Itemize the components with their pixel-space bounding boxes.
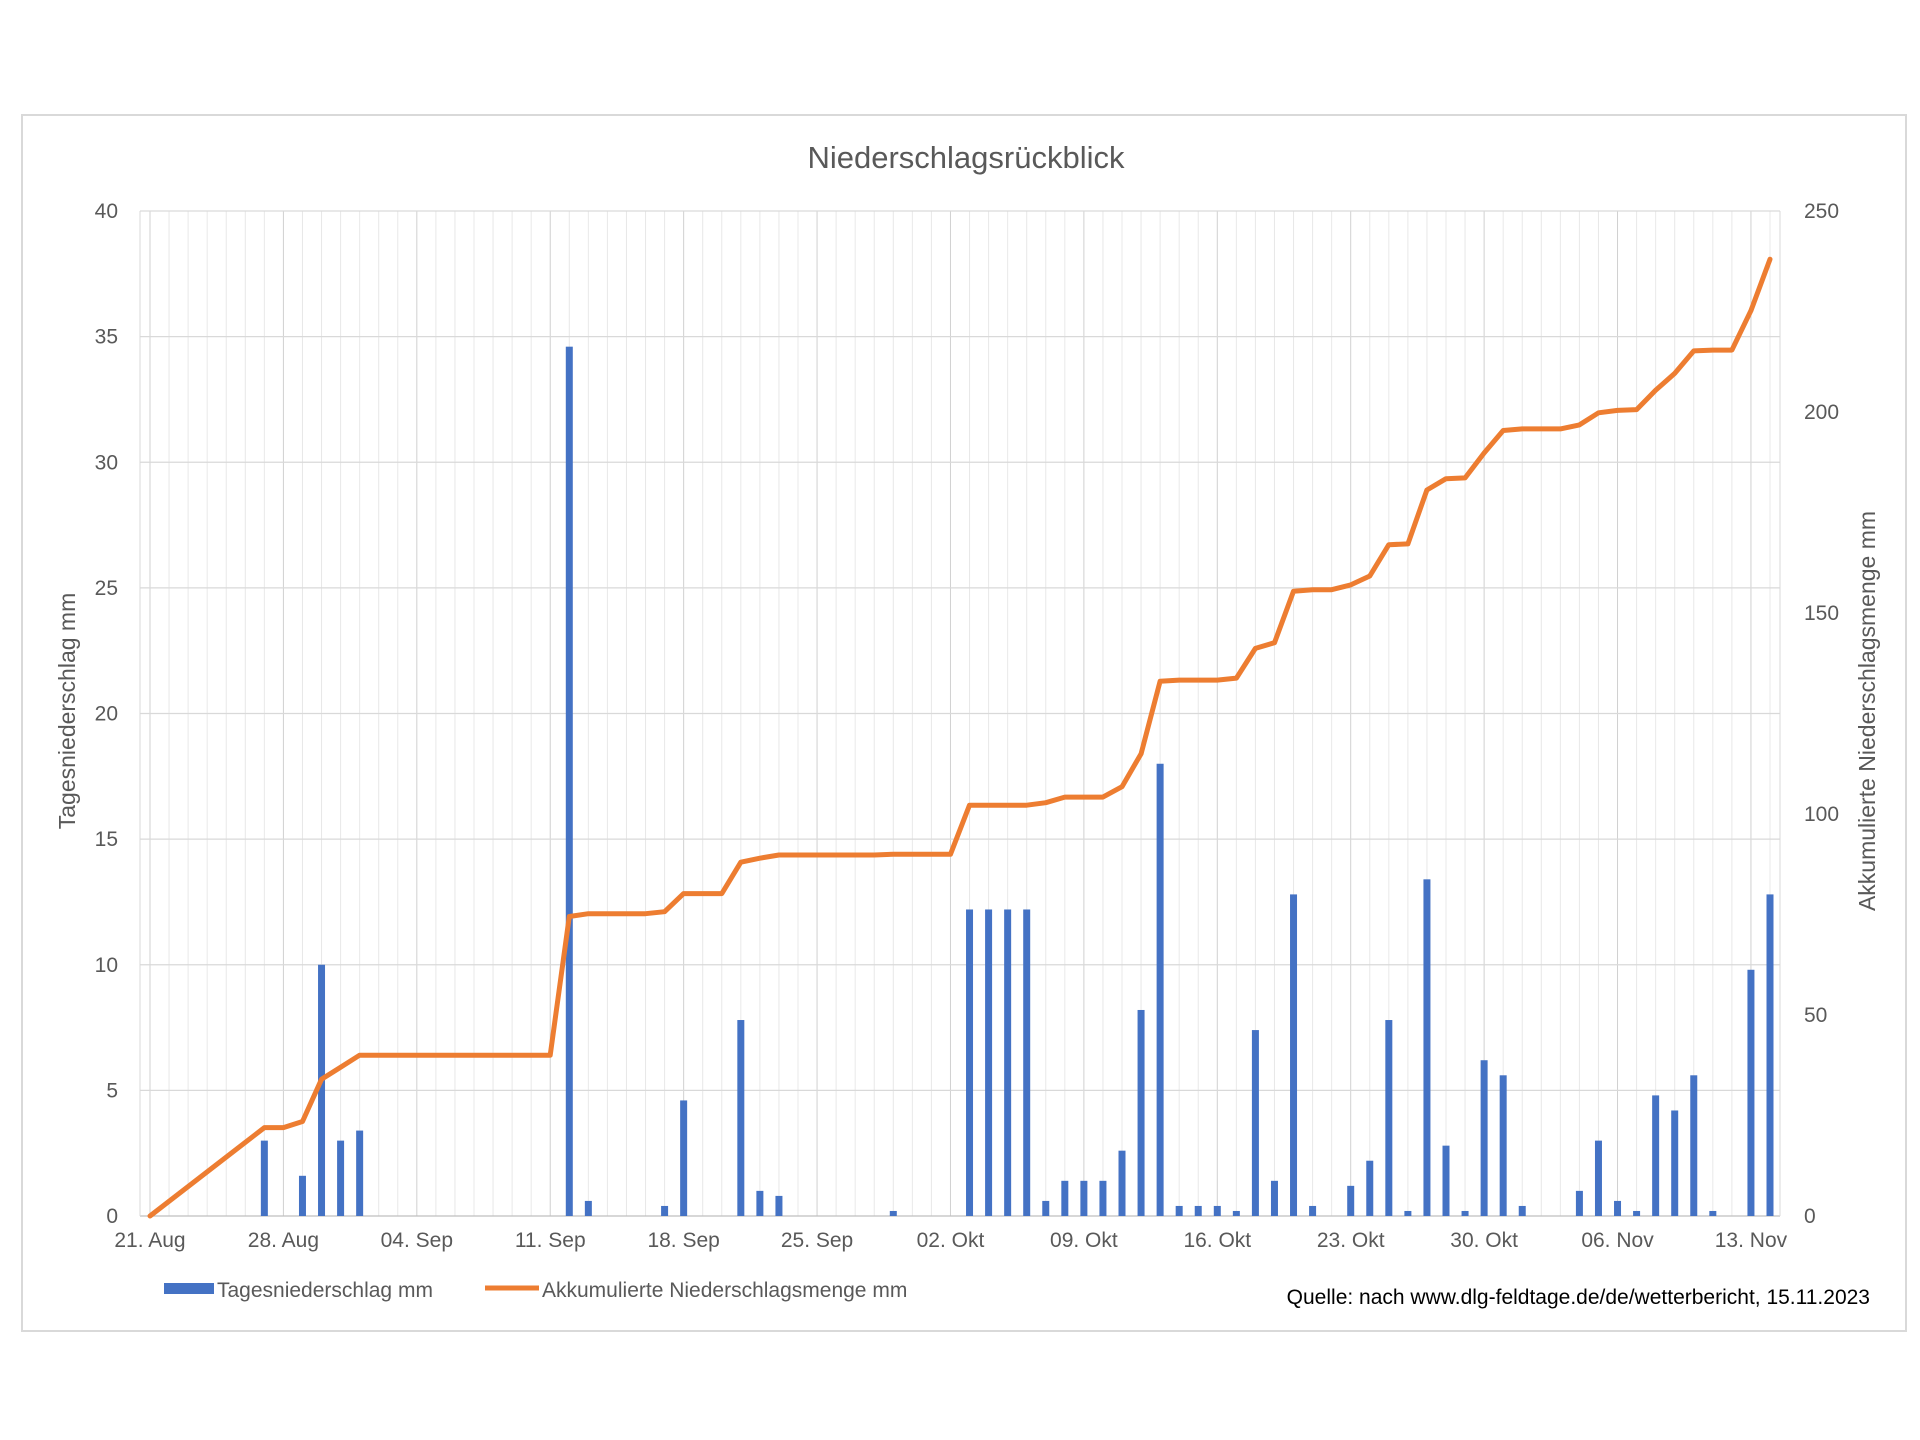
y-tick-label: 15 (95, 828, 118, 851)
bar-series (260, 346, 1774, 1216)
precip-bar (356, 1130, 364, 1216)
y2-tick-label: 50 (1804, 1004, 1827, 1027)
precip-bar (1023, 909, 1031, 1216)
precip-bar (1690, 1075, 1698, 1216)
y2-tick-label: 150 (1804, 602, 1839, 625)
precip-bar (565, 346, 573, 1216)
precip-bar (584, 1200, 592, 1216)
x-tick-label: 21. Aug (114, 1229, 185, 1252)
y-tick-label: 35 (95, 326, 118, 349)
precip-bar (985, 909, 993, 1216)
precip-bar (318, 964, 326, 1216)
chart-svg: 0 5 10 15 20 25 30 35 40 0 50 100 150 200 250 21. Aug 28… (54, 140, 1880, 1309)
x-tick-label: 11. Sep (515, 1229, 586, 1252)
y-tick-label: 20 (95, 703, 118, 726)
precip-bar (680, 1100, 688, 1216)
precip-bar (1594, 1140, 1602, 1216)
chart-title: Niederschlagsrückblick (807, 140, 1125, 175)
precip-bar (1461, 1210, 1469, 1216)
precip-bar (1251, 1030, 1259, 1216)
precip-bar (1518, 1205, 1526, 1216)
x-tick-label: 04. Sep (381, 1229, 453, 1252)
x-tick-label: 09. Okt (1050, 1229, 1118, 1252)
grid (139, 210, 1781, 1217)
y2-tick-label: 250 (1804, 200, 1839, 223)
y-tick-label: 40 (95, 200, 118, 223)
y2-tick-label: 0 (1804, 1205, 1816, 1228)
precip-bar (889, 1210, 897, 1216)
precip-bar (1137, 1009, 1145, 1216)
y-tick-label: 0 (106, 1205, 118, 1228)
y2-axis-title: Akkumulierte Niederschlagsmenge mm (1854, 511, 1880, 911)
precip-bar (966, 909, 974, 1216)
precip-bar (737, 1020, 745, 1216)
precip-bar (1423, 879, 1431, 1216)
precip-bar (1004, 909, 1012, 1216)
precip-bar (1175, 1205, 1183, 1216)
precip-bar (1766, 894, 1774, 1216)
y-tick-label: 10 (95, 954, 118, 977)
precip-bar (298, 1175, 306, 1216)
precip-bar (1042, 1200, 1050, 1216)
precip-bar (661, 1205, 669, 1216)
precip-bar (1747, 969, 1755, 1216)
chart-frame: 0 5 10 15 20 25 30 35 40 0 50 100 150 200 250 21. Aug 28… (21, 114, 1907, 1332)
legend-label-line: Akkumulierte Niederschlagsmenge mm (542, 1279, 907, 1302)
x-tick-label: 16. Okt (1183, 1229, 1251, 1252)
precip-bar (1404, 1210, 1412, 1216)
cumulative-line (147, 256, 1773, 1219)
precip-bar (1652, 1095, 1660, 1216)
y-tick-label: 5 (106, 1079, 118, 1102)
precip-bar (1347, 1185, 1355, 1216)
axes: 0 5 10 15 20 25 30 35 40 0 50 100 150 200 250 21. Aug 28… (95, 200, 1839, 1252)
precip-bar (1385, 1020, 1393, 1216)
precip-bar (1709, 1210, 1717, 1216)
precip-bar (337, 1140, 345, 1216)
precip-bar (1080, 1180, 1088, 1216)
precip-bar (1575, 1190, 1583, 1216)
y2-tick-label: 200 (1804, 401, 1839, 424)
line-series (147, 256, 1773, 1219)
precip-bar (1614, 1200, 1622, 1216)
y2-tick-label: 100 (1804, 803, 1839, 826)
x-tick-label: 02. Okt (917, 1229, 985, 1252)
precip-bar (260, 1140, 268, 1216)
precip-bar (1366, 1160, 1374, 1216)
precip-bar (1480, 1060, 1488, 1216)
precip-bar (1194, 1205, 1202, 1216)
x-tick-label: 18. Sep (647, 1229, 719, 1252)
precip-bar (1232, 1210, 1240, 1216)
x-tick-label: 30. Okt (1450, 1229, 1518, 1252)
x-tick-label: 13. Nov (1715, 1229, 1788, 1252)
x-tick-label: 23. Okt (1317, 1229, 1385, 1252)
precip-bar (1118, 1150, 1126, 1216)
y-tick-label: 30 (95, 451, 118, 474)
precip-bar (756, 1190, 764, 1216)
precip-bar (1099, 1180, 1107, 1216)
precip-bar (1309, 1205, 1317, 1216)
legend-swatch-bar (164, 1283, 214, 1294)
precip-bar (1633, 1210, 1641, 1216)
precip-bar (775, 1195, 783, 1216)
source-note: Quelle: nach www.dlg-feldtage.de/de/wett… (1287, 1286, 1870, 1309)
precip-bar (1442, 1145, 1450, 1216)
y-axis-title: Tagesniederschlag mm (54, 593, 80, 830)
y-tick-label: 25 (95, 577, 118, 600)
legend-label-bar: Tagesniederschlag mm (217, 1279, 433, 1302)
precip-bar (1270, 1180, 1278, 1216)
legend: Tagesniederschlag mm Akkumulierte Nieder… (164, 1279, 907, 1302)
precip-bar (1671, 1110, 1679, 1216)
precip-bar (1061, 1180, 1069, 1216)
precip-bar (1290, 894, 1298, 1216)
x-tick-label: 06. Nov (1581, 1229, 1654, 1252)
x-tick-label: 25. Sep (781, 1229, 853, 1252)
precip-bar (1499, 1075, 1507, 1216)
precip-bar (1156, 763, 1164, 1216)
x-tick-label: 28. Aug (248, 1229, 319, 1252)
precip-bar (1213, 1205, 1221, 1216)
